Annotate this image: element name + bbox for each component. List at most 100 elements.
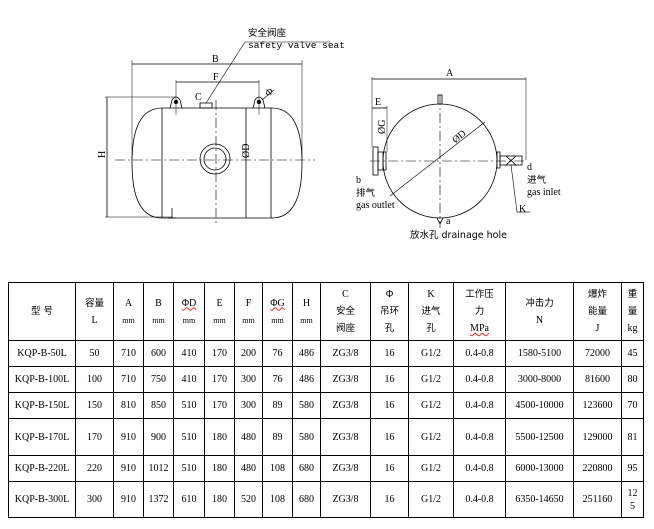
table-cell: 180 — [204, 418, 235, 456]
table-cell: 580 — [292, 392, 321, 419]
table-cell: 510 — [173, 418, 205, 456]
header-line: A — [124, 297, 133, 309]
table-cell: 16 — [370, 392, 409, 419]
table-cell: 580 — [292, 418, 321, 456]
header-line: 型 号 — [30, 306, 54, 317]
table-cell: 410 — [173, 366, 205, 393]
header-line: 工作压 — [465, 289, 494, 300]
table-cell: 108 — [262, 481, 293, 518]
table-row: KQP-B-150L 150 810 850 510 170 300 89 580 ZG3/8 16… — [8, 392, 644, 419]
table-cell: G1/2 — [408, 455, 454, 482]
table-cell: 72000 — [573, 340, 622, 367]
table-cell: 910 — [113, 455, 144, 482]
table-cell: G1/2 — [408, 340, 454, 367]
table-cell: 300 — [234, 392, 263, 419]
header-line: mm — [300, 315, 313, 325]
column-header: 工作压力 MPa — [453, 282, 506, 341]
table-cell: 480 — [234, 418, 263, 456]
table-cell: 410 — [173, 340, 205, 367]
table-cell: ZG3/8 — [320, 392, 371, 419]
header-line: 吊环 — [379, 306, 399, 317]
table-cell: 200 — [234, 340, 263, 367]
table-cell: 16 — [370, 455, 409, 482]
inlet-en: gas inlet — [527, 187, 561, 198]
column-header: Φ 吊环孔 — [370, 282, 409, 341]
column-header: K 进气孔 — [408, 282, 454, 341]
table-cell: 76 — [262, 340, 293, 367]
table-cell: 220 — [75, 455, 114, 482]
dim-b: B — [212, 54, 219, 65]
header-line: kg — [627, 323, 638, 334]
table-cell: 510 — [173, 392, 205, 419]
table-row: KQP-B-220L 220 910 1012 510 180 480 108 680 ZG3/8… — [8, 455, 644, 482]
table-cell: 16 — [370, 366, 409, 393]
table-cell: KQP-B-100L — [8, 366, 76, 393]
table-cell: 0.4-0.8 — [453, 366, 506, 393]
table-cell: KQP-B-50L — [8, 340, 76, 367]
table-cell: 0.4-0.8 — [453, 481, 506, 518]
tank-body — [131, 107, 303, 219]
label-d-end: ØD — [450, 128, 468, 146]
label-c: C — [195, 92, 202, 103]
table-cell: 170 — [204, 340, 235, 367]
column-header: 容量 L — [75, 282, 114, 341]
table-cell: 910 — [113, 418, 144, 456]
column-header: C 安全 阀座 — [320, 282, 371, 341]
table-cell: 123600 — [573, 392, 622, 419]
table-cell: KQP-B-220L — [8, 455, 76, 482]
table-cell: 750 — [143, 366, 174, 393]
end-view: A E ØG ØD b 排气 gas outlet d 进气 gas inlet… — [356, 68, 561, 241]
header-line: mm — [122, 315, 135, 325]
table-row: KQP-B-300L 300 910 1372 610 180 520 108 680 ZG3/8… — [8, 481, 644, 518]
column-header: ΦD mm — [173, 282, 205, 341]
table-cell: 16 — [370, 340, 409, 367]
header-line: MPa — [470, 323, 489, 334]
header-line: C — [342, 289, 349, 300]
table-cell: 810 — [113, 392, 144, 419]
header-line: F — [245, 297, 252, 309]
table-cell: 486 — [292, 340, 321, 367]
table-cell: ZG3/8 — [320, 455, 371, 482]
header-line: 进气 — [421, 306, 441, 317]
table-cell: 108 — [262, 455, 293, 482]
table-cell: 680 — [292, 455, 321, 482]
table-cell: 0.4-0.8 — [453, 418, 506, 456]
outlet-en: gas outlet — [356, 200, 395, 211]
header-line: 冲击力 — [525, 297, 554, 309]
column-header: 冲击力 N — [505, 282, 574, 341]
table-cell: 220800 — [573, 455, 622, 482]
table-cell: 5500-12500 — [505, 418, 574, 456]
table-cell: 6350-14650 — [505, 481, 574, 518]
dim-e: E — [375, 97, 381, 108]
table-cell: 16 — [370, 418, 409, 456]
table-cell: 70 — [621, 392, 644, 419]
label-d-inlet: d — [527, 162, 532, 173]
table-cell: G1/2 — [408, 481, 454, 518]
outlet-cn: 排气 — [356, 187, 376, 199]
header-line: ΦD — [181, 297, 197, 309]
technical-drawing: 安全阀座 safety valve seat B F C Φ H ØD A E … — [97, 27, 561, 241]
table-cell: 0.4-0.8 — [453, 340, 506, 367]
table-cell: KQP-B-170L — [8, 418, 76, 456]
table-cell: 170 — [75, 418, 114, 456]
table-row: KQP-B-100L 100 710 750 410 170 300 76 486 ZG3/8 16… — [8, 366, 644, 393]
column-header: 重量 kg — [621, 282, 644, 341]
table-cell: ZG3/8 — [320, 340, 371, 367]
table-cell: 480 — [234, 455, 263, 482]
header-line: 安全 — [335, 306, 355, 317]
table-cell: 89 — [262, 392, 293, 419]
table-cell: ZG3/8 — [320, 366, 371, 393]
table-cell: 4500-10000 — [505, 392, 574, 419]
table-cell: 1580-5100 — [505, 340, 574, 367]
table-cell: 89 — [262, 418, 293, 456]
header-line: N — [535, 314, 544, 326]
side-view: 安全阀座 safety valve seat B F C Φ H ØD — [97, 27, 345, 225]
header-line: Φ — [385, 289, 394, 300]
header-line: 重 — [627, 289, 638, 300]
table-row: KQP-B-170L 170 910 900 510 180 480 89 580 ZG3/8 16… — [8, 418, 644, 456]
table-cell: 710 — [113, 366, 144, 393]
